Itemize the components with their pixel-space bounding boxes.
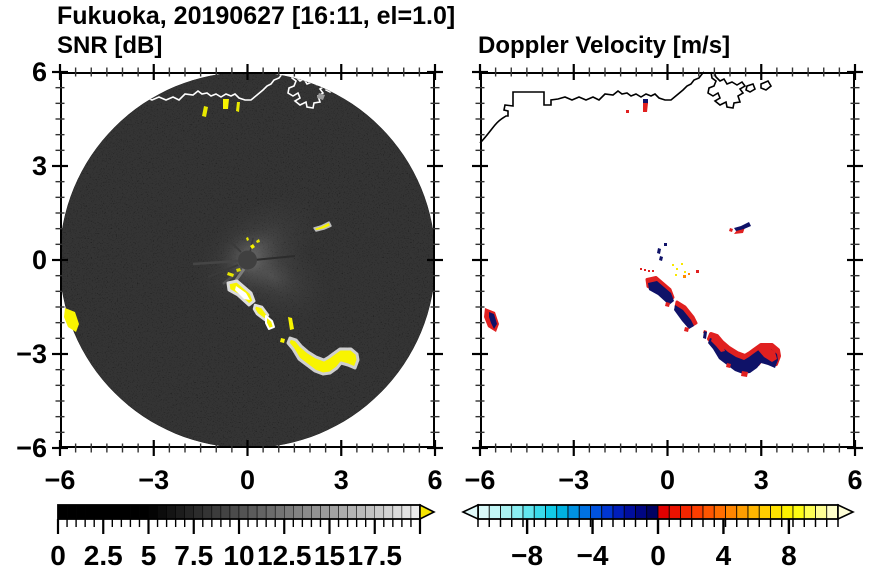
- vel-arc-b-navy: [674, 305, 694, 329]
- echo-top-dash-3: [236, 102, 240, 112]
- snr-scan-area: [61, 73, 434, 447]
- vel-left-crescent-navy: [489, 312, 497, 329]
- coastline-black: [479, 71, 773, 144]
- snr-axis-ticks: [52, 64, 443, 456]
- x-tick-label: −6: [464, 465, 496, 495]
- echo-dash-d: [288, 317, 294, 330]
- center-spark-4: [236, 268, 241, 272]
- colorbar-tick-label: 0: [50, 540, 66, 570]
- colorbar-tick-label: 0: [650, 540, 666, 570]
- echo-arc-blob-a-core: [235, 286, 250, 300]
- center-spark-2: [256, 239, 260, 243]
- vel-center-yellow-dots: [672, 263, 686, 276]
- center-clutter-haze: [192, 193, 331, 324]
- vel-dash-c-navy: [703, 331, 707, 339]
- y-tick-label: −6: [16, 433, 47, 463]
- velocity-panel-title: Doppler Velocity [m/s]: [478, 32, 731, 59]
- colorbar-tick-label: 10: [223, 540, 254, 570]
- velocity-colorbar: −8 −4 0 4 8: [461, 503, 855, 570]
- vel-top-dot-red: [626, 110, 629, 113]
- vel-chain-red-left: [711, 338, 725, 352]
- echo-east-blob: [313, 221, 332, 232]
- vel-arc-b-reddot: [684, 327, 689, 332]
- vel-arc-a-reddot: [665, 302, 670, 307]
- x-tick-label: −3: [558, 465, 590, 495]
- vel-top-dash-red: [643, 103, 648, 112]
- colorbar-tick-label: 2.5: [84, 540, 123, 570]
- x-tick-label: −6: [44, 465, 76, 495]
- colorbar-tick-label: 5: [141, 540, 157, 570]
- echo-arc-blob-c: [265, 315, 275, 330]
- vel-arc-a-navy: [648, 281, 674, 305]
- velocity-axis-ticks: [472, 64, 863, 456]
- x-tick-label: 6: [847, 465, 863, 495]
- clutter-spoke: [207, 264, 239, 278]
- vel-center-navy-dashes: [657, 243, 667, 261]
- x-tick-label: 3: [753, 465, 769, 495]
- snr-echo-features: [64, 93, 360, 376]
- y-tick-label: −3: [16, 339, 47, 369]
- velocity-echo-features: [484, 99, 781, 377]
- colorbar-tick-label: 12.5: [257, 540, 312, 570]
- echo-arc-chain: [286, 336, 360, 376]
- clutter-spoke: [253, 255, 296, 261]
- colorbar-tick-label: 7.5: [174, 540, 213, 570]
- vel-east-dot-red: [729, 228, 733, 232]
- clutter-dash-gray: [317, 93, 325, 100]
- y-tick-label: 0: [31, 245, 47, 275]
- x-tick-label: 3: [333, 465, 349, 495]
- colorbar-tick-label: 8: [781, 540, 797, 570]
- x-tick-label: 0: [659, 465, 676, 495]
- vel-east-blob-navy: [734, 222, 751, 231]
- y-tick-label: 6: [31, 57, 47, 87]
- y-tick-label: 3: [31, 151, 47, 181]
- figure-title: Fukuoka, 20190627 [16:11, el=1.0]: [57, 2, 456, 30]
- x-tick-label: −3: [138, 465, 170, 495]
- vel-chain-red-right: [758, 347, 777, 362]
- echo-top-dash-1: [202, 106, 208, 117]
- x-tick-label: 0: [239, 465, 256, 495]
- snr-overflow-arrow: [419, 503, 436, 521]
- center-spark-3: [246, 237, 249, 241]
- echo-top-dash-2: [223, 99, 229, 109]
- echo-dot-e: [280, 338, 285, 343]
- colorbar-tick-label: −4: [577, 540, 609, 570]
- colorbar-tick-label: 15: [314, 540, 345, 570]
- colorbar-tick-label: 4: [716, 540, 732, 570]
- clutter-spoke: [192, 259, 239, 266]
- velocity-background: [480, 72, 855, 448]
- vel-chain-red-bottom: [726, 363, 748, 377]
- velocity-plot: [472, 64, 863, 456]
- center-spark-1: [250, 244, 255, 249]
- x-tick-label: 6: [427, 465, 443, 495]
- clutter-spoke: [228, 239, 242, 253]
- center-dash-w: [227, 272, 234, 277]
- snr-panel-title: SNR [dB]: [57, 32, 163, 59]
- vel-center-orange-dots: [683, 273, 690, 278]
- vel-top-dash-navy: [643, 99, 648, 104]
- velocity-positive-overflow-arrow: [837, 503, 855, 521]
- snr-colorbar: 0 2.5 5 7.5 10 12.5 15 17.5: [50, 503, 436, 570]
- velocity-negative-overflow-arrow: [461, 503, 479, 521]
- radar-center-blind-disk: [238, 250, 257, 270]
- snr-plot: [52, 64, 443, 456]
- echo-left-crescent: [64, 308, 79, 332]
- colorbar-tick-label: −8: [511, 540, 543, 570]
- colorbar-tick-label: 17.5: [348, 540, 403, 570]
